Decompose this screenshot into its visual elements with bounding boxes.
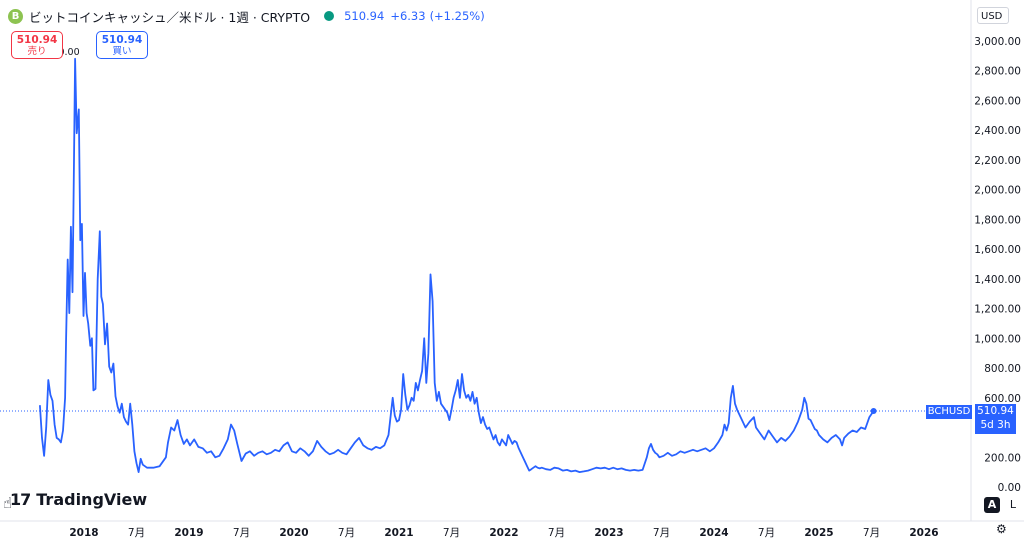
x-tick-label: 2019 <box>174 527 203 539</box>
y-tick-label: 2,200.00 <box>974 155 1021 167</box>
market-status-icon[interactable] <box>324 11 335 21</box>
sell-price: 510.94 <box>16 34 58 46</box>
x-tick-label: 7月 <box>128 527 145 539</box>
y-tick-label: 1,000.00 <box>974 333 1021 345</box>
x-tick-label: 2020 <box>279 527 308 539</box>
x-tick-label: 7月 <box>338 527 355 539</box>
y-tick-label: 2,800.00 <box>974 66 1021 78</box>
y-tick-label: 2,600.00 <box>974 95 1021 107</box>
y-tick-label: 200.00 <box>984 452 1021 464</box>
y-tick-label: 0.00 <box>998 482 1021 494</box>
header-price: 510.94 <box>344 9 385 23</box>
bar-countdown: 5d 3h <box>980 419 1011 431</box>
last-price-tag: 510.94 5d 3h <box>975 404 1016 434</box>
symbol-title[interactable]: ビットコインキャッシュ／米ドル · 1週 · CRYPTO <box>29 9 311 25</box>
y-axis[interactable]: 3,000.00 2,800.00 2,600.00 2,400.00 2,200.00… <box>974 36 1021 494</box>
x-tick-label: 2023 <box>594 527 623 539</box>
y-tick-label: 1,400.00 <box>974 274 1021 286</box>
y-tick-label: 1,200.00 <box>974 304 1021 316</box>
symbol-price-tag: BCHUSD <box>926 405 972 419</box>
buy-label: 買い <box>112 46 132 57</box>
x-tick-label: 7月 <box>548 527 565 539</box>
last-point <box>870 408 877 415</box>
tradingview-mark-icon: 17 <box>10 490 31 509</box>
buy-price: 510.94 <box>101 34 143 46</box>
y-tick-label: 1,600.00 <box>974 244 1021 256</box>
y-tick-label: 600.00 <box>984 393 1021 405</box>
x-axis[interactable]: 2018 7月 2019 7月 2020 7月 2021 7月 2022 7月 2023 7月 2024… <box>69 527 938 539</box>
x-tick-label: 2025 <box>804 527 833 539</box>
chart-header: B ビットコインキャッシュ／米ドル · 1週 · CRYPTO 510.94 +… <box>8 6 489 26</box>
log-scale-button[interactable]: L <box>1009 498 1017 511</box>
x-tick-label: 7月 <box>653 527 670 539</box>
bch-coin-icon[interactable]: B <box>8 8 23 24</box>
last-price-value: 510.94 <box>977 405 1014 417</box>
header-change: +6.33 <box>390 9 426 23</box>
x-tick-label: 7月 <box>233 527 250 539</box>
y-tick-label: 2,000.00 <box>974 185 1021 197</box>
price-series-line[interactable] <box>39 57 875 474</box>
tradingview-wordmark: TradingView <box>36 490 148 509</box>
x-tick-label: 2018 <box>69 527 98 539</box>
gear-icon[interactable]: ⚙ <box>996 522 1007 536</box>
x-tick-label: 2026 <box>909 527 938 539</box>
plot-background <box>0 0 971 521</box>
currency-selector[interactable]: USD <box>977 7 1009 24</box>
series-group: 0.00 <box>39 47 877 474</box>
hand-cursor-icon: ☝ <box>3 494 13 512</box>
x-tick-label: 2022 <box>489 527 518 539</box>
y-tick-label: 800.00 <box>984 363 1021 375</box>
x-tick-label: 2024 <box>699 527 728 539</box>
buy-button[interactable]: 510.94 買い <box>96 31 148 59</box>
sell-label: 売り <box>27 46 47 57</box>
sell-button[interactable]: 510.94 売り <box>11 31 63 59</box>
x-tick-label: 7月 <box>443 527 460 539</box>
x-tick-label: 7月 <box>758 527 775 539</box>
tradingview-logo[interactable]: 17 TradingView <box>10 490 147 509</box>
y-tick-label: 1,800.00 <box>974 214 1021 226</box>
header-change-pct: (+1.25%) <box>429 9 485 23</box>
x-tick-label: 2021 <box>384 527 413 539</box>
y-tick-label: 2,400.00 <box>974 125 1021 137</box>
x-tick-label: 7月 <box>863 527 880 539</box>
y-tick-label: 3,000.00 <box>974 36 1021 48</box>
high-label: 0.00 <box>58 47 79 58</box>
auto-scale-button[interactable]: A <box>984 497 1000 513</box>
